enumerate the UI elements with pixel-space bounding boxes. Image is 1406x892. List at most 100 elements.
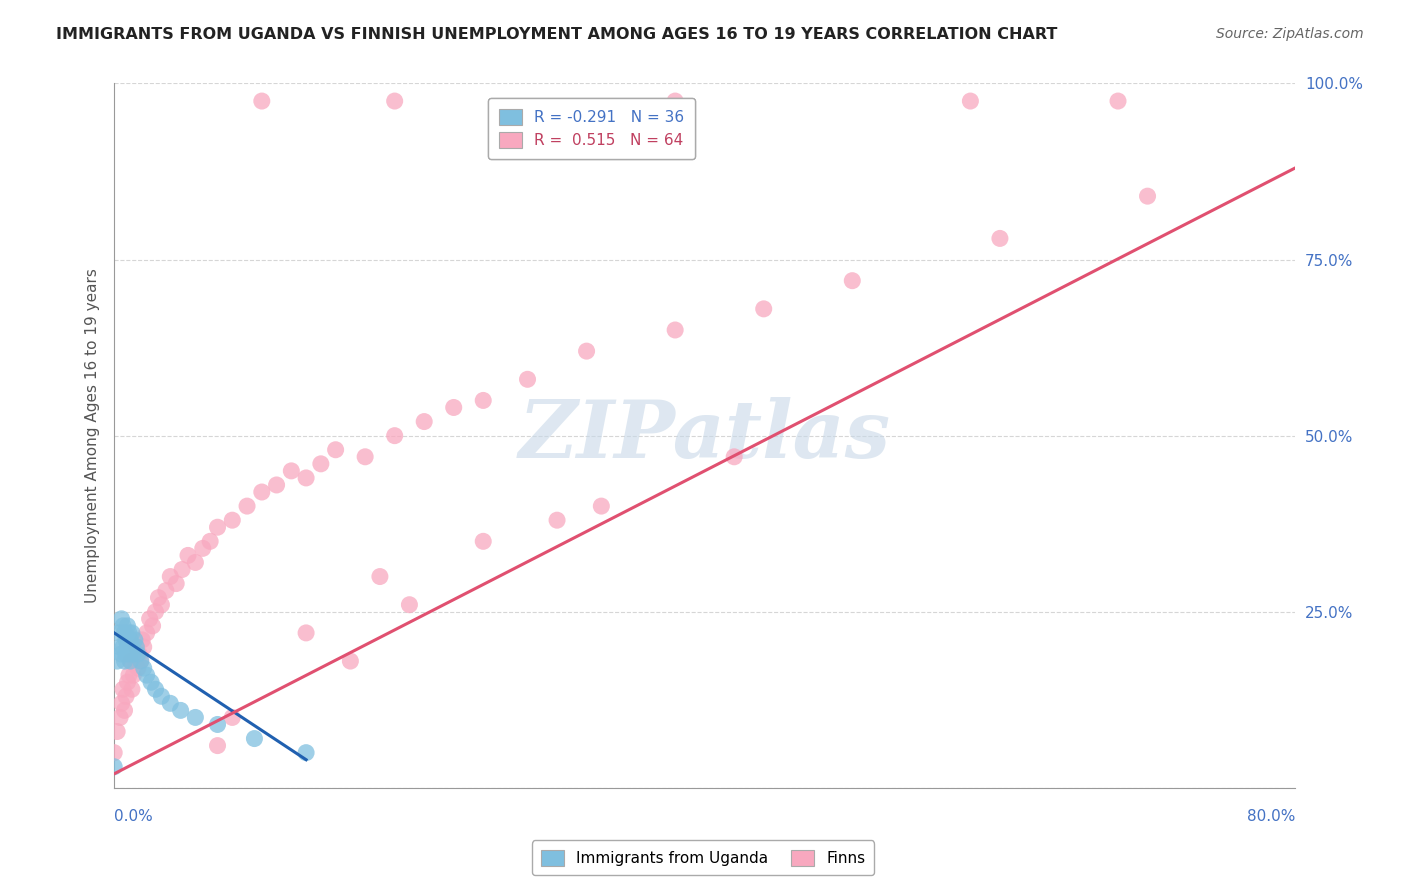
Point xyxy=(472,534,495,549)
Point xyxy=(280,464,302,478)
Point xyxy=(122,647,145,661)
Point xyxy=(117,640,139,654)
Point xyxy=(125,640,148,654)
Point xyxy=(368,569,391,583)
Point xyxy=(117,619,139,633)
Point xyxy=(1136,189,1159,203)
Point xyxy=(150,690,173,704)
Point xyxy=(114,626,136,640)
Point xyxy=(198,534,221,549)
Point xyxy=(398,598,420,612)
Point xyxy=(664,323,686,337)
Point xyxy=(135,668,157,682)
Point xyxy=(132,640,155,654)
Point xyxy=(121,640,143,654)
Text: 0.0%: 0.0% xyxy=(114,809,153,824)
Point xyxy=(110,697,132,711)
Point xyxy=(115,632,138,647)
Point xyxy=(145,605,167,619)
Point xyxy=(112,619,135,633)
Point xyxy=(295,746,318,760)
Point xyxy=(127,647,149,661)
Point xyxy=(250,485,273,500)
Point xyxy=(723,450,745,464)
Point xyxy=(959,94,981,108)
Point xyxy=(236,499,259,513)
Point xyxy=(105,654,128,668)
Point xyxy=(295,626,318,640)
Point xyxy=(207,739,229,753)
Point xyxy=(129,654,152,668)
Point xyxy=(191,541,214,556)
Point xyxy=(120,654,142,668)
Point xyxy=(384,428,406,442)
Point xyxy=(172,562,194,576)
Point xyxy=(122,668,145,682)
Point xyxy=(266,478,288,492)
Point xyxy=(184,710,207,724)
Point xyxy=(221,513,243,527)
Point xyxy=(112,682,135,697)
Point xyxy=(207,520,229,534)
Point xyxy=(120,654,142,668)
Point xyxy=(118,626,141,640)
Point xyxy=(148,591,170,605)
Point xyxy=(841,274,863,288)
Point xyxy=(472,393,495,408)
Point xyxy=(115,690,138,704)
Point xyxy=(103,746,125,760)
Point xyxy=(139,675,162,690)
Point xyxy=(117,675,139,690)
Point xyxy=(221,710,243,724)
Point xyxy=(575,344,598,359)
Point xyxy=(128,647,150,661)
Point xyxy=(1107,94,1129,108)
Point xyxy=(325,442,347,457)
Point xyxy=(121,626,143,640)
Text: Source: ZipAtlas.com: Source: ZipAtlas.com xyxy=(1216,27,1364,41)
Point xyxy=(664,94,686,108)
Point xyxy=(114,654,136,668)
Point xyxy=(988,231,1011,245)
Point xyxy=(103,760,125,774)
Point xyxy=(591,499,613,513)
Point xyxy=(184,556,207,570)
Point xyxy=(309,457,332,471)
Point xyxy=(155,583,177,598)
Point xyxy=(108,640,131,654)
Point xyxy=(131,632,153,647)
Point xyxy=(339,654,361,668)
Point xyxy=(145,682,167,697)
Point xyxy=(138,612,160,626)
Point xyxy=(125,640,148,654)
Point xyxy=(169,703,191,717)
Point xyxy=(121,682,143,697)
Point xyxy=(108,710,131,724)
Point xyxy=(115,647,138,661)
Point xyxy=(107,626,129,640)
Y-axis label: Unemployment Among Ages 16 to 19 years: Unemployment Among Ages 16 to 19 years xyxy=(86,268,100,603)
Point xyxy=(207,717,229,731)
Point xyxy=(124,654,146,668)
Point xyxy=(110,647,132,661)
Point xyxy=(110,612,132,626)
Point xyxy=(243,731,266,746)
Text: 80.0%: 80.0% xyxy=(1247,809,1295,824)
Legend: R = -0.291   N = 36, R =  0.515   N = 64: R = -0.291 N = 36, R = 0.515 N = 64 xyxy=(488,98,695,159)
Text: IMMIGRANTS FROM UGANDA VS FINNISH UNEMPLOYMENT AMONG AGES 16 TO 19 YEARS CORRELA: IMMIGRANTS FROM UGANDA VS FINNISH UNEMPL… xyxy=(56,27,1057,42)
Point xyxy=(124,632,146,647)
Point xyxy=(159,697,181,711)
Point xyxy=(105,724,128,739)
Point xyxy=(118,647,141,661)
Point xyxy=(114,703,136,717)
Point xyxy=(135,626,157,640)
Point xyxy=(443,401,465,415)
Point xyxy=(413,415,436,429)
Point xyxy=(120,632,142,647)
Legend: Immigrants from Uganda, Finns: Immigrants from Uganda, Finns xyxy=(531,840,875,875)
Point xyxy=(142,619,165,633)
Point xyxy=(150,598,173,612)
Point xyxy=(112,640,135,654)
Point xyxy=(516,372,538,386)
Point xyxy=(129,654,152,668)
